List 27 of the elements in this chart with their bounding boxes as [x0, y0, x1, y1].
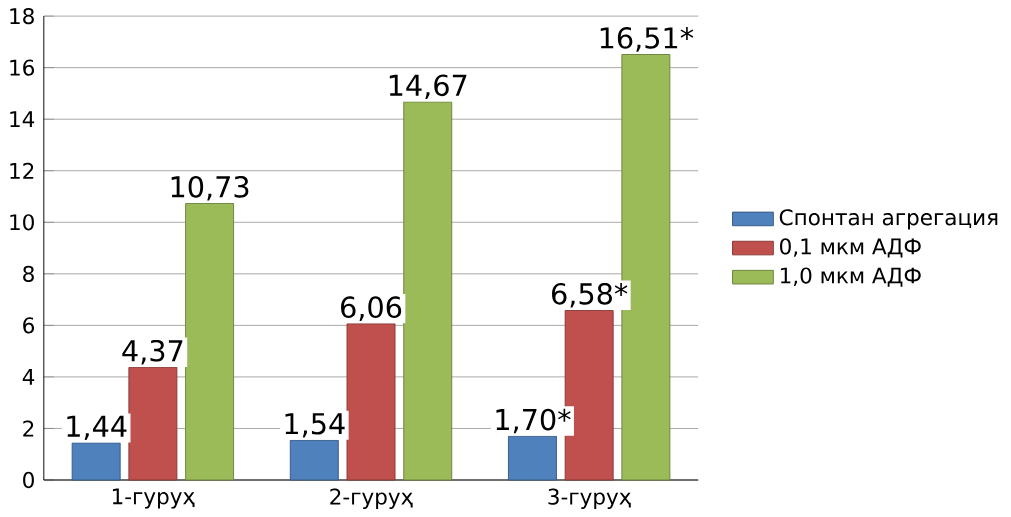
- x-tick-label: 2-гуруҳ: [330, 488, 413, 509]
- data-label: 10,73: [171, 176, 249, 201]
- data-label: 6,58*: [552, 282, 628, 308]
- bar: [185, 203, 235, 481]
- data-label: 4,37: [122, 339, 183, 365]
- y-tick-label: 8: [23, 265, 34, 283]
- data-label: 16,51*: [600, 27, 694, 52]
- legend-label: Спонтан агрегация: [779, 209, 998, 230]
- data-label: 1,54: [285, 413, 345, 438]
- legend-label: 1,0 мкм АДФ: [780, 267, 921, 287]
- y-tick-label: 4: [22, 369, 35, 385]
- y-tick-label: 10: [10, 214, 34, 231]
- y-tick-label: 2: [23, 420, 34, 437]
- y-tick-label: 12: [10, 162, 34, 179]
- data-label: 6,06: [341, 296, 402, 322]
- y-tick-label: 16: [10, 59, 35, 76]
- legend-label: 0,1 мкм АДФ: [780, 238, 921, 258]
- x-tick-label: 1-гуруҳ: [112, 488, 195, 509]
- y-tick-label: 6: [23, 317, 35, 334]
- y-tick-label: 14: [10, 111, 35, 128]
- data-label: 14,67: [389, 74, 467, 100]
- bar: [403, 101, 453, 481]
- data-label: 1,70*: [496, 408, 571, 434]
- y-tick-label: 18: [10, 8, 34, 25]
- y-tick-label: 0: [23, 471, 34, 489]
- data-label: 1,44: [67, 415, 127, 441]
- x-tick-label: 3-гуруҳ: [548, 488, 631, 509]
